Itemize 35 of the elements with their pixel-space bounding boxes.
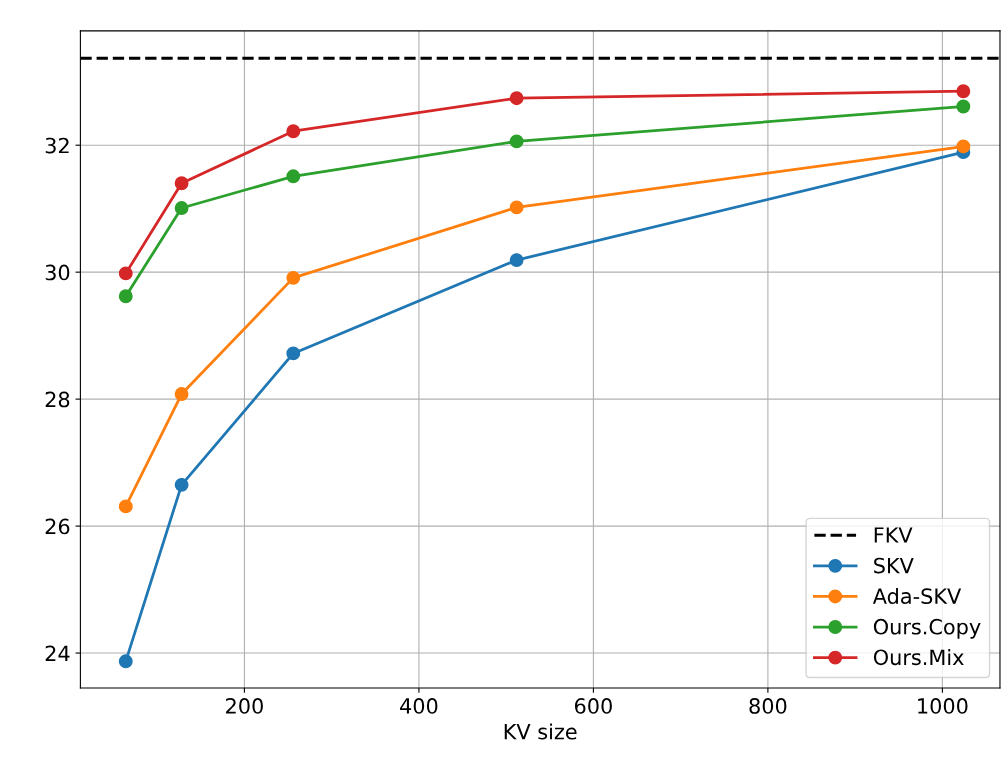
legend-label: Ada-SKV [872,587,962,605]
x-tick-label: 800 [749,698,787,714]
point [174,176,189,191]
point [286,270,301,285]
point [118,499,133,514]
legend-label: FKV [874,527,913,543]
point [174,477,189,492]
point [286,169,301,184]
y-tick-label: 24 [45,645,70,661]
point [286,124,301,139]
point [509,253,524,268]
point [174,201,189,215]
legend-label: SKV [874,557,914,574]
y-tick-label: 32 [45,137,69,154]
y-tick-label: 30 [45,264,70,281]
x-tick-label: 600 [574,698,612,714]
point [118,266,133,281]
legend-label: Ours.Mix [873,649,964,666]
x-tick-label: 200 [226,698,263,714]
point [174,387,189,401]
legend-label: Ours.Copy [873,618,981,639]
point [509,200,524,215]
point [956,99,971,114]
point [956,139,971,154]
point [118,289,133,304]
point [286,346,301,361]
x-axis-title: KV size [504,723,577,740]
point [118,654,133,669]
point [509,91,524,106]
x-tick-label: 400 [400,698,438,714]
point [956,84,971,99]
x-tick-label: 1000 [918,698,968,714]
y-tick-label: 28 [45,391,70,408]
y-tick-label: 26 [45,518,70,535]
point [509,134,524,149]
